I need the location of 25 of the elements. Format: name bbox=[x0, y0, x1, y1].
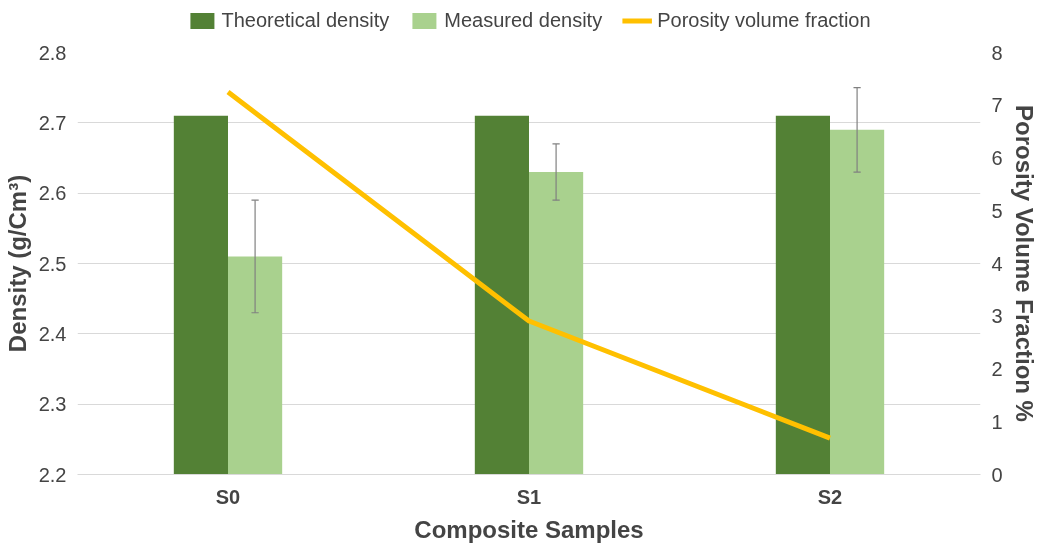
y2-tick-label: 6 bbox=[991, 147, 1003, 169]
y-tick-label: 2.8 bbox=[38, 41, 67, 64]
y2-tick-label: 2 bbox=[991, 358, 1003, 380]
x-tick-label: S2 bbox=[817, 485, 843, 508]
y2-axis-title: Porosity Volume Fraction % bbox=[1010, 105, 1038, 422]
y2-tick-label: 3 bbox=[991, 305, 1003, 328]
x-tick-label: S0 bbox=[215, 485, 241, 508]
y2-tick-label: 8 bbox=[991, 41, 1003, 64]
legend-label: Theoretical density bbox=[221, 8, 390, 32]
y2-tick-label: 5 bbox=[991, 199, 1003, 222]
y-tick-label: 2.2 bbox=[38, 463, 67, 486]
y-tick-label: 2.4 bbox=[38, 322, 67, 345]
y-tick-label: 2.3 bbox=[38, 393, 67, 416]
y-tick-label: 2.7 bbox=[38, 111, 67, 134]
x-tick-label: S1 bbox=[516, 485, 542, 508]
x-axis-title: Composite Samples bbox=[414, 515, 644, 543]
y-tick-label: 2.6 bbox=[38, 182, 67, 205]
y2-tick-label: 1 bbox=[991, 410, 1003, 433]
legend-label: Measured density bbox=[444, 8, 603, 32]
y2-tick-label: 0 bbox=[991, 463, 1003, 486]
y-axis-title: Density (g/Cm³) bbox=[3, 174, 31, 353]
y2-tick-label: 7 bbox=[991, 94, 1003, 117]
y2-tick-label: 4 bbox=[991, 252, 1003, 275]
y-tick-label: 2.5 bbox=[38, 252, 67, 275]
legend-label: Porosity volume fraction bbox=[657, 8, 871, 32]
